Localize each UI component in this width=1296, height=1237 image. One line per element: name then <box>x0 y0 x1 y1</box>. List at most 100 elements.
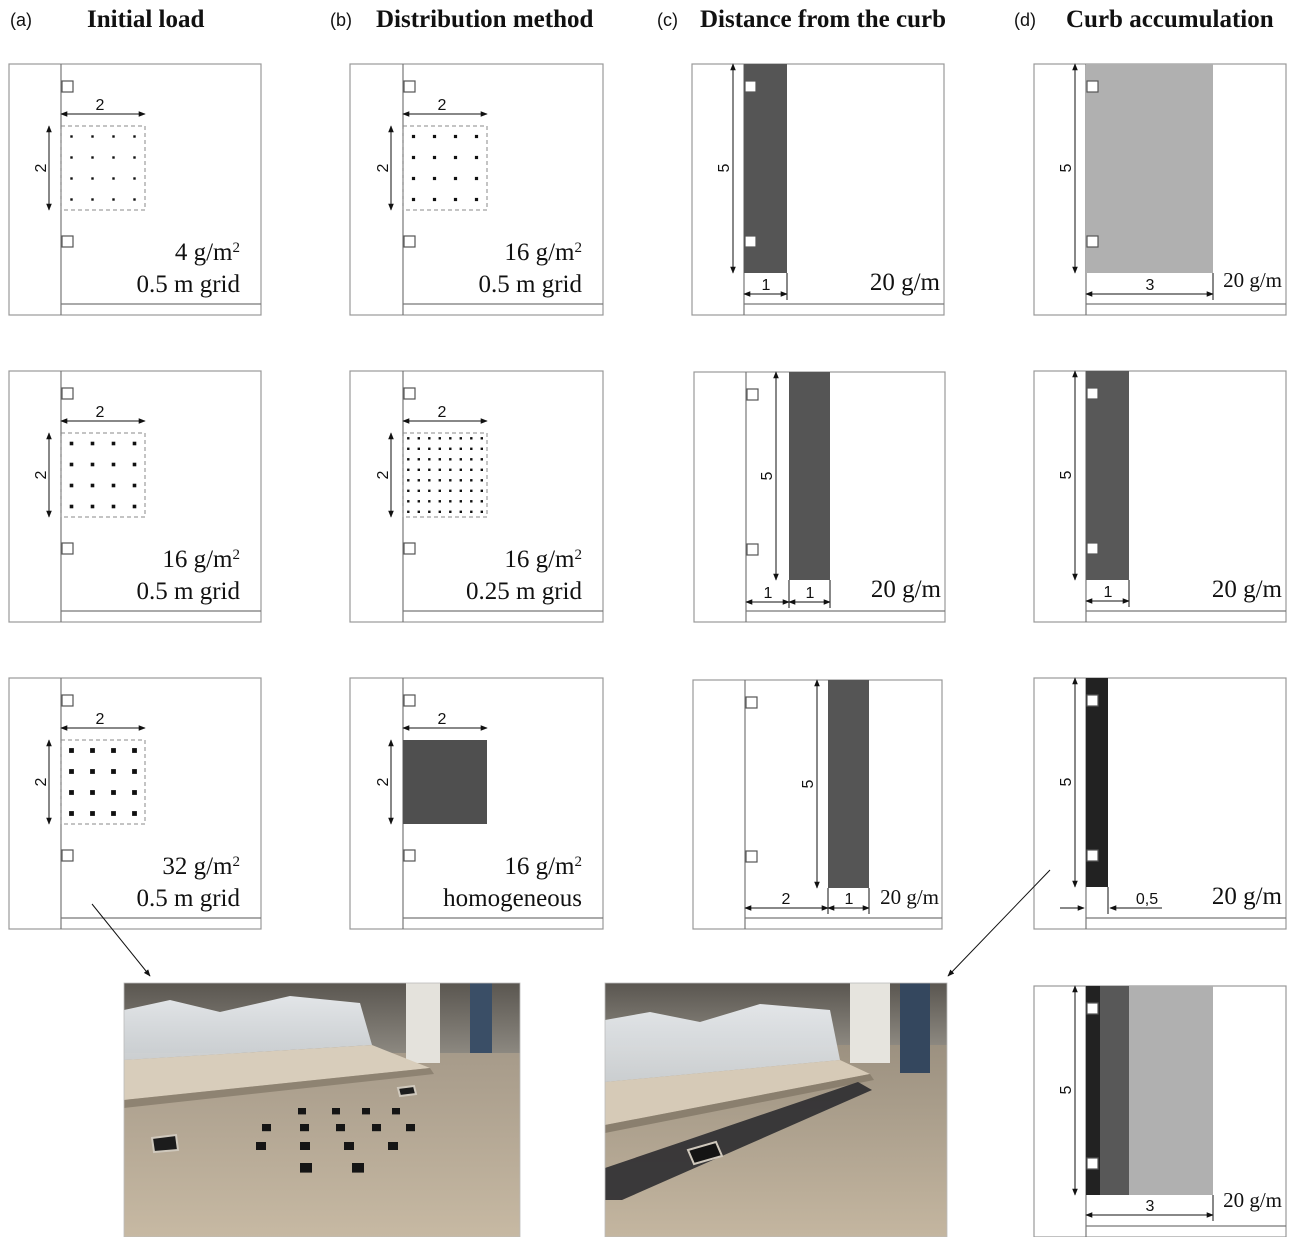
panel-frame <box>349 677 604 930</box>
load-dot <box>90 811 95 816</box>
photo-curb-tiles <box>124 1045 430 1100</box>
drain-inlet <box>403 542 416 555</box>
load-dots <box>70 135 136 201</box>
drain-inlet <box>1086 387 1099 400</box>
length-dimension-label: 5 <box>800 779 817 788</box>
photo-drain-inlet <box>686 1140 724 1166</box>
width-dimension-label: 2 <box>96 711 105 728</box>
load-dot <box>428 468 431 471</box>
load-dot <box>449 479 452 482</box>
load-label: 16 g/m2 <box>162 546 240 573</box>
load-dot <box>132 483 137 488</box>
load-dot <box>112 198 115 201</box>
drain-inlet <box>746 388 759 401</box>
load-dot <box>69 790 74 795</box>
grid-label: 0.5 m grid <box>137 885 241 912</box>
load-dot <box>449 489 452 492</box>
load-dot <box>70 198 73 201</box>
panel-b3: 2 2 16 g/m2 homogeneous <box>349 677 604 930</box>
load-dot <box>480 458 483 461</box>
drain-inlet <box>1086 1002 1099 1015</box>
panel-frame <box>349 370 604 623</box>
load-dot <box>132 790 137 795</box>
load-dot <box>449 437 452 440</box>
load-dot <box>459 479 462 482</box>
drain-inlet <box>1086 542 1099 555</box>
load-label: 4 g/m2 <box>175 239 240 266</box>
panel-frame <box>1033 677 1287 930</box>
load-dot <box>453 155 458 160</box>
drain-inlet <box>1086 80 1099 93</box>
load-dot <box>417 479 420 482</box>
pointer-arrow-to-left-photo <box>91 903 151 977</box>
load-dot <box>438 458 441 461</box>
grid-label: 0.5 m grid <box>479 271 583 298</box>
load-dot <box>407 510 410 513</box>
load-dot <box>428 479 431 482</box>
drain-inlet <box>745 850 758 863</box>
height-dimension-label: 2 <box>33 777 50 786</box>
height-dimension-label: 2 <box>375 777 392 786</box>
drain-inlet <box>61 542 74 555</box>
photo-drain-inlet <box>150 1133 180 1154</box>
load-dot <box>132 462 137 467</box>
load-label: 20 g/m <box>1223 1188 1282 1212</box>
load-dot <box>411 176 416 181</box>
load-dot <box>111 462 116 467</box>
panel-frame <box>8 370 262 623</box>
load-dot <box>132 441 137 446</box>
photo-sediment-patch <box>344 1142 354 1150</box>
load-dot <box>69 748 74 753</box>
length-dimension-label: 5 <box>1058 470 1075 479</box>
load-dot <box>432 176 437 181</box>
photo-sediment-patch <box>388 1142 398 1150</box>
load-dot <box>133 177 136 180</box>
load-unit-exponent: 2 <box>575 854 583 870</box>
panel-d2: 5 1 20 g/m <box>1033 370 1287 623</box>
load-dot <box>111 769 116 774</box>
load-dot <box>90 483 95 488</box>
load-dot <box>69 441 74 446</box>
width-dimension-label: 1 <box>1104 584 1113 601</box>
drain-inlet <box>746 543 759 556</box>
load-dot <box>70 156 73 159</box>
load-dot <box>111 441 116 446</box>
load-dot <box>69 811 74 816</box>
photo-pillar <box>406 983 440 1063</box>
panel-frame <box>1033 370 1287 623</box>
load-dot <box>470 479 473 482</box>
load-dot <box>90 462 95 467</box>
load-dots <box>69 748 137 816</box>
load-dot <box>449 447 452 450</box>
load-label: 20 g/m <box>1212 576 1283 603</box>
drain-inlet <box>745 696 758 709</box>
load-dot <box>449 458 452 461</box>
load-label: 32 g/m2 <box>162 853 240 880</box>
width-dimension-label: 3 <box>1146 277 1155 294</box>
load-dot <box>417 468 420 471</box>
load-dot <box>480 468 483 471</box>
load-dot <box>90 504 95 509</box>
load-dot <box>438 447 441 450</box>
load-dot <box>132 748 137 753</box>
load-dot <box>69 769 74 774</box>
load-dot <box>111 504 116 509</box>
sediment-band <box>1086 64 1213 273</box>
load-dot <box>417 510 420 513</box>
drain-inlet <box>61 235 74 248</box>
photo-sediment-patch <box>332 1108 340 1115</box>
column-header-d: (d) Curb accumulation <box>1014 6 1274 33</box>
photo-pipe <box>900 983 930 1073</box>
load-dot <box>480 437 483 440</box>
height-dimension-label: 2 <box>33 163 50 172</box>
load-dot <box>91 177 94 180</box>
load-dot <box>112 156 115 159</box>
load-label: 16 g/m2 <box>504 853 582 880</box>
load-dot <box>411 197 416 202</box>
load-dot <box>428 458 431 461</box>
load-label: 20 g/m <box>1212 883 1283 910</box>
load-dot <box>70 135 73 138</box>
length-dimension-label: 5 <box>716 163 733 172</box>
column-header-c: (c) Distance from the curb <box>657 6 946 33</box>
load-dot <box>428 447 431 450</box>
